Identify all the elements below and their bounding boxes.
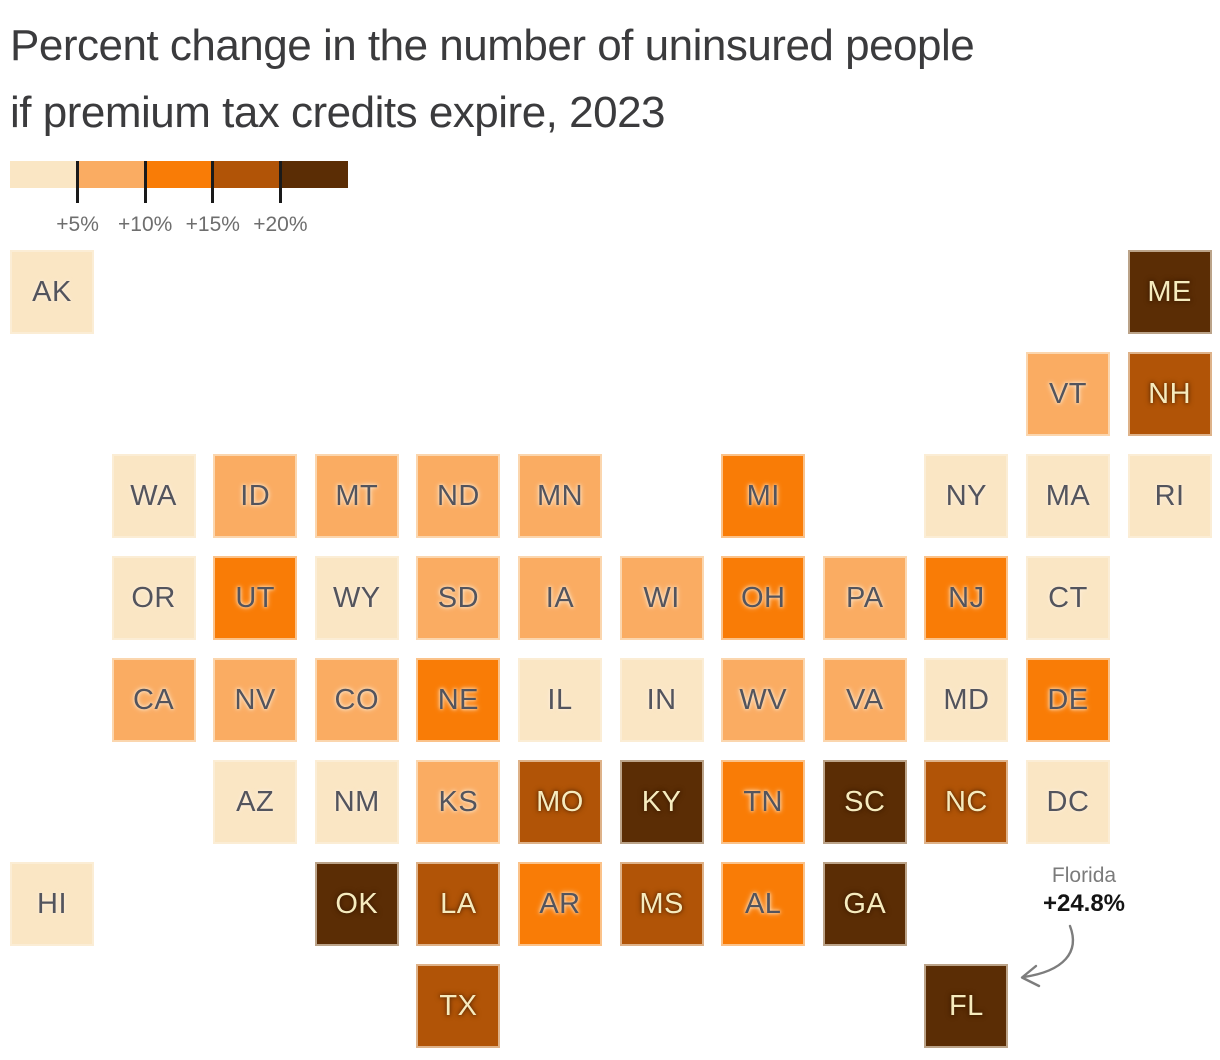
legend-tick-label: +5%: [56, 213, 99, 236]
tile-ct: CT: [1026, 556, 1110, 640]
legend-tick: [278, 161, 282, 203]
tile-nm: NM: [314, 760, 399, 844]
tile-ks: KS: [416, 760, 501, 844]
tile-ak: AK: [10, 250, 94, 334]
tile-nc: NC: [924, 760, 1009, 844]
tile-wy: WY: [314, 556, 399, 640]
tile-ma: MA: [1026, 454, 1110, 538]
tile-al: AL: [721, 862, 806, 946]
chart-title-line-1: Percent change in the number of uninsure…: [10, 21, 975, 70]
tile-nd: ND: [416, 454, 501, 538]
tile-oh: OH: [721, 556, 806, 640]
legend-tick-label: +15%: [185, 213, 240, 236]
tile-sd: SD: [416, 556, 501, 640]
legend-tick: [143, 161, 147, 203]
tile-ny: NY: [924, 454, 1009, 538]
legend-tick: [211, 161, 215, 203]
tile-la: LA: [416, 862, 501, 946]
legend-swatch-5: [280, 161, 348, 188]
legend-swatch-1: [10, 161, 78, 188]
tile-ca: CA: [111, 658, 196, 742]
tile-or: OR: [111, 556, 196, 640]
tile-tn: TN: [721, 760, 806, 844]
tile-pa: PA: [822, 556, 907, 640]
legend-swatch-4: [212, 161, 281, 188]
legend-swatch-2: [77, 161, 146, 188]
tile-ia: IA: [518, 556, 602, 640]
tile-nv: NV: [213, 658, 298, 742]
tile-me: ME: [1127, 250, 1212, 334]
tile-fl: FL: [924, 964, 1009, 1048]
tile-il: IL: [518, 658, 602, 742]
tile-in: IN: [619, 658, 704, 742]
legend-tick: [76, 161, 80, 203]
tile-tx: TX: [416, 964, 501, 1048]
tile-mt: MT: [314, 454, 399, 538]
chart-title: Percent change in the number of uninsure…: [10, 12, 975, 146]
tile-wi: WI: [619, 556, 704, 640]
florida-annotation: Florida +24.8%: [1009, 863, 1159, 919]
tile-az: AZ: [213, 760, 298, 844]
legend: +5% +10% +15% +20%: [10, 161, 348, 241]
tile-ok: OK: [314, 862, 399, 946]
tile-md: MD: [924, 658, 1009, 742]
tile-mo: MO: [518, 760, 602, 844]
tile-ms: MS: [619, 862, 704, 946]
tile-sc: SC: [822, 760, 907, 844]
tile-va: VA: [822, 658, 907, 742]
tile-id: ID: [213, 454, 298, 538]
chart-title-line-2: if premium tax credits expire, 2023: [10, 88, 666, 137]
tile-ar: AR: [518, 862, 602, 946]
annotation-value: +24.8%: [1042, 890, 1126, 917]
tile-ri: RI: [1127, 454, 1212, 538]
tile-vt: VT: [1026, 352, 1110, 436]
tile-wa: WA: [111, 454, 196, 538]
tile-ky: KY: [619, 760, 704, 844]
tile-mn: MN: [518, 454, 602, 538]
tile-nj: NJ: [924, 556, 1009, 640]
tile-de: DE: [1026, 658, 1110, 742]
tile-dc: DC: [1026, 760, 1110, 844]
legend-tick-label: +10%: [118, 213, 173, 236]
tile-mi: MI: [721, 454, 806, 538]
annotation-state-name: Florida: [1051, 864, 1117, 887]
legend-tick-label: +20%: [253, 213, 308, 236]
tile-hi: HI: [10, 862, 94, 946]
tile-ut: UT: [213, 556, 298, 640]
tile-ga: GA: [822, 862, 907, 946]
legend-swatch-3: [145, 161, 213, 188]
tile-co: CO: [314, 658, 399, 742]
tile-ne: NE: [416, 658, 501, 742]
tile-wv: WV: [721, 658, 806, 742]
legend-swatches: [10, 161, 348, 188]
tile-nh: NH: [1127, 352, 1212, 436]
